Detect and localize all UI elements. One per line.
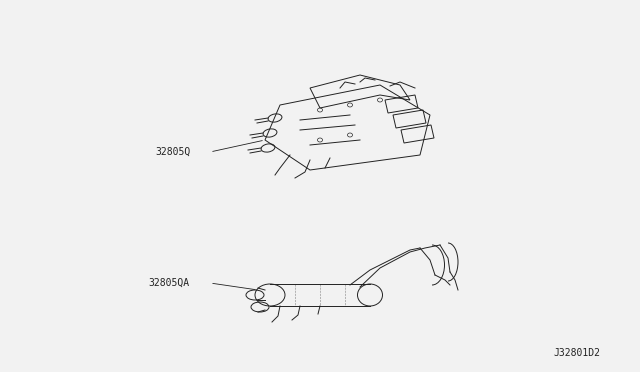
Text: 32805QA: 32805QA [148, 278, 189, 288]
Text: 32805Q: 32805Q [155, 147, 190, 157]
Text: J32801D2: J32801D2 [553, 348, 600, 358]
